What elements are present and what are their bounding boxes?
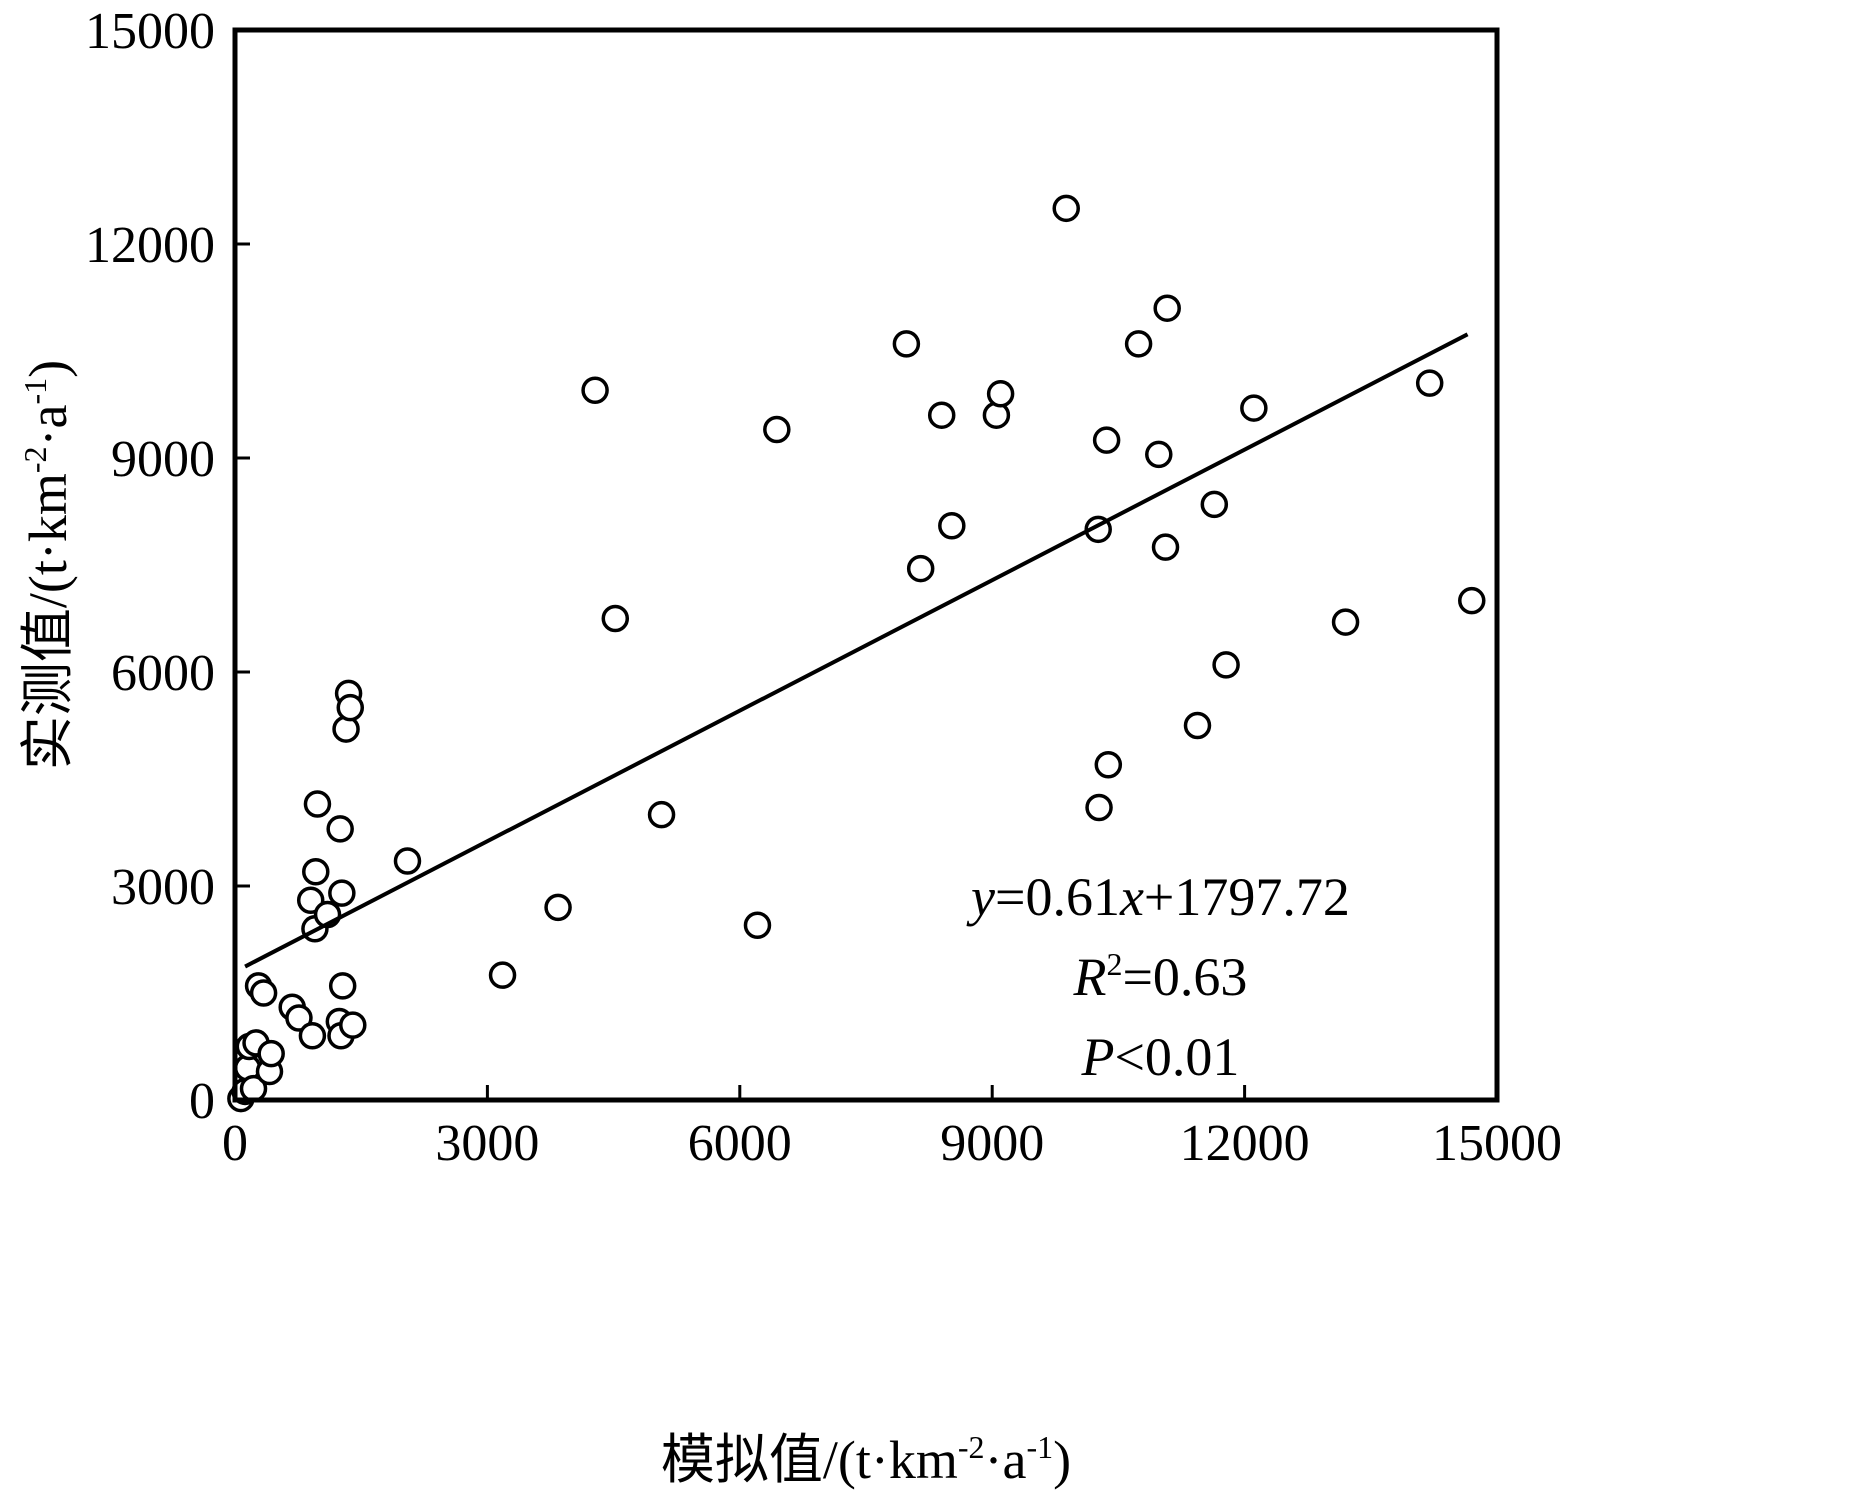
data-point bbox=[1331, 608, 1360, 636]
data-point bbox=[938, 512, 966, 540]
data-point bbox=[986, 380, 1015, 408]
x-tick-label: 0 bbox=[222, 1115, 248, 1172]
x-tick-label: 15000 bbox=[1432, 1115, 1562, 1172]
y-tick-label: 9000 bbox=[111, 431, 215, 488]
y-tick-label: 0 bbox=[189, 1073, 215, 1130]
data-point bbox=[1052, 194, 1080, 223]
data-point bbox=[1124, 330, 1153, 358]
data-point bbox=[544, 893, 572, 922]
y-axis-title: 实测值/(t·km-2·a-1) bbox=[17, 360, 78, 770]
x-tick-label: 3000 bbox=[435, 1115, 539, 1172]
data-point bbox=[488, 961, 517, 989]
data-point bbox=[1212, 651, 1240, 679]
data-point bbox=[1200, 490, 1229, 519]
data-point bbox=[647, 800, 676, 829]
r-squared-label: R2=0.63 bbox=[1072, 946, 1247, 1007]
data-point bbox=[339, 1011, 367, 1039]
data-point bbox=[393, 847, 422, 875]
data-point bbox=[927, 401, 956, 429]
data-point bbox=[581, 376, 609, 404]
y-tick-label: 3000 bbox=[111, 859, 215, 916]
y-tick-label: 15000 bbox=[85, 3, 215, 60]
data-point bbox=[1145, 440, 1173, 469]
data-point bbox=[1092, 426, 1121, 454]
y-tick-label: 6000 bbox=[111, 645, 215, 702]
points-layer bbox=[227, 194, 1486, 1113]
data-point bbox=[303, 790, 332, 818]
data-point bbox=[249, 979, 278, 1007]
p-value-label: P<0.01 bbox=[1080, 1027, 1239, 1087]
y-tick-label: 12000 bbox=[85, 217, 215, 274]
data-point bbox=[1458, 586, 1486, 615]
regression-line bbox=[244, 332, 1469, 969]
data-point bbox=[302, 857, 330, 886]
x-tick-label: 9000 bbox=[940, 1115, 1044, 1172]
x-tick-label: 12000 bbox=[1180, 1115, 1310, 1172]
x-axis-title: 模拟值/(t·km-2·a-1) bbox=[661, 1429, 1071, 1490]
data-point bbox=[1085, 793, 1113, 822]
regression-equation: y=0.61x+1797.72 bbox=[966, 867, 1350, 927]
plot-frame bbox=[232, 27, 1500, 1103]
data-point bbox=[285, 1004, 313, 1032]
data-point bbox=[906, 554, 935, 583]
data-point bbox=[763, 415, 791, 444]
x-tick-label: 6000 bbox=[688, 1115, 792, 1172]
data-point bbox=[336, 693, 365, 722]
data-point bbox=[892, 330, 921, 358]
data-point bbox=[1240, 394, 1268, 422]
data-point bbox=[743, 911, 772, 939]
data-point bbox=[298, 1022, 327, 1050]
data-point bbox=[328, 879, 356, 907]
data-point bbox=[1094, 750, 1123, 779]
data-point bbox=[1415, 369, 1444, 397]
data-point bbox=[257, 1039, 285, 1068]
data-point bbox=[328, 972, 357, 1000]
data-point bbox=[326, 815, 354, 843]
fit-line-layer bbox=[244, 332, 1469, 969]
ticks-layer: 0 3000 6000 9000 12000 15000 0 3000 6000 9000 1200… bbox=[85, 3, 1562, 1172]
data-point bbox=[601, 604, 630, 633]
data-point bbox=[1151, 533, 1180, 561]
data-point bbox=[1183, 711, 1212, 740]
data-point bbox=[1153, 294, 1181, 322]
